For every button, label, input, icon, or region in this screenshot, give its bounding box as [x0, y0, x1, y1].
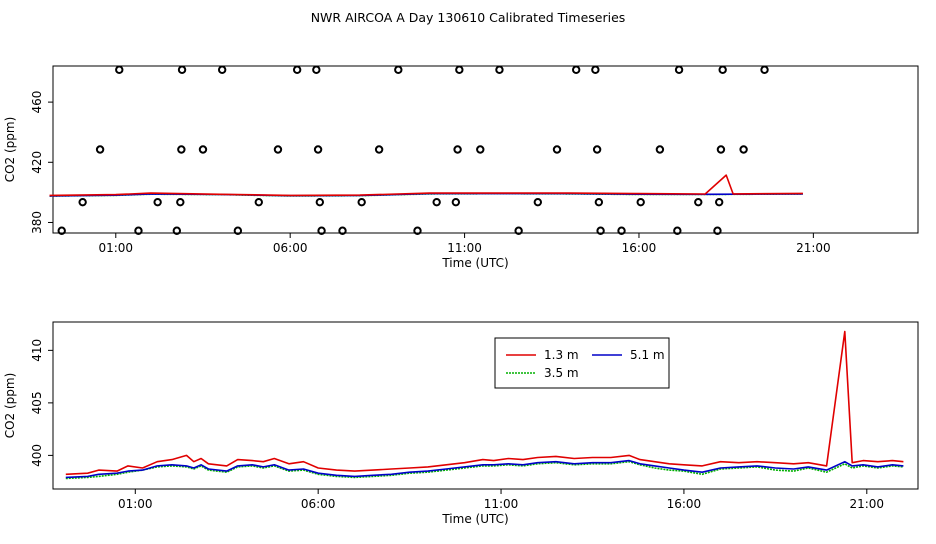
chart-title: NWR AIRCOA A Day 130610 Calibrated Times…: [311, 10, 626, 25]
legend-label: 1.3 m: [544, 348, 579, 362]
reference-point: [476, 145, 485, 154]
x-axis-title: Time (UTC): [441, 256, 508, 270]
reference-point: [177, 65, 187, 74]
top-panel: 01:00 06:00 11:00 16:00 21:00 380 420 460 Time (…: [3, 65, 919, 270]
reference-point: [198, 145, 208, 154]
reference-point: [514, 226, 523, 235]
reference-point: [617, 226, 626, 235]
reference-point: [571, 65, 581, 74]
reference-point: [451, 197, 461, 207]
x-axis-title: Time (UTC): [441, 512, 508, 526]
plot-frame: [52, 65, 919, 234]
y-tick-label: 405: [30, 391, 44, 414]
series-line-13: [65, 330, 904, 476]
legend-label: 3.5 m: [544, 366, 579, 380]
reference-point: [596, 226, 605, 235]
y-tick-label: 400: [30, 444, 44, 467]
series-line-51: [65, 459, 904, 479]
reference-point: [594, 197, 604, 207]
reference-point: [739, 145, 748, 154]
reference-point: [655, 145, 665, 154]
reference-point: [760, 65, 769, 74]
reference-point: [317, 226, 326, 235]
x-tick-label: 01:00: [118, 497, 153, 511]
reference-point: [313, 145, 323, 154]
legend: 1.3 m 3.5 m 5.1 m: [494, 337, 670, 389]
legend-box: [494, 337, 670, 389]
reference-point: [495, 65, 504, 74]
reference-point: [177, 145, 186, 154]
reference-point: [673, 226, 682, 235]
y-axis-title: CO2 (ppm): [3, 117, 17, 183]
reference-point: [115, 65, 124, 74]
reference-point: [312, 65, 321, 74]
reference-point: [413, 226, 422, 235]
reference-points: [57, 65, 769, 235]
x-tick-label: 21:00: [796, 241, 831, 255]
reference-point: [533, 197, 543, 207]
reference-point: [357, 197, 366, 207]
series-line-13: [49, 174, 803, 197]
reference-point: [172, 226, 182, 235]
reference-point: [338, 226, 347, 235]
reference-point: [315, 197, 325, 207]
plot-frame: [52, 321, 919, 490]
x-tick-label: 01:00: [98, 241, 133, 255]
reference-point: [394, 65, 403, 74]
reference-point: [432, 197, 441, 207]
series-line-35: [65, 460, 904, 480]
reference-point: [217, 65, 227, 74]
reference-point: [636, 197, 645, 207]
reference-point: [674, 65, 684, 74]
x-tick-label: 16:00: [622, 241, 657, 255]
reference-point: [592, 145, 602, 154]
reference-point: [453, 145, 462, 154]
x-tick-label: 16:00: [667, 497, 702, 511]
reference-point: [95, 145, 105, 154]
x-tick-label: 11:00: [447, 241, 482, 255]
reference-point: [78, 197, 87, 207]
reference-point: [455, 65, 464, 74]
reference-point: [134, 226, 143, 235]
reference-point: [716, 145, 726, 154]
reference-point: [254, 197, 263, 207]
reference-point: [552, 145, 562, 154]
reference-point: [153, 197, 162, 207]
reference-point: [713, 226, 722, 235]
x-tick-label: 21:00: [849, 497, 884, 511]
x-tick-label: 06:00: [273, 241, 308, 255]
y-tick-label: 420: [30, 151, 44, 174]
reference-point: [694, 197, 703, 207]
reference-point: [591, 65, 600, 74]
legend-label: 5.1 m: [630, 348, 665, 362]
y-axis-title: CO2 (ppm): [3, 373, 17, 439]
y-tick-label: 410: [30, 339, 44, 362]
reference-point: [374, 145, 384, 154]
reference-point: [176, 197, 185, 207]
y-tick-label: 460: [30, 91, 44, 114]
x-tick-label: 06:00: [301, 497, 336, 511]
reference-point: [273, 145, 283, 154]
reference-point: [233, 226, 243, 235]
reference-point: [718, 65, 727, 74]
bottom-panel: 01:00 06:00 11:00 16:00 21:00 400 405 410 Time (…: [3, 321, 919, 526]
reference-point: [57, 226, 66, 235]
y-tick-label: 380: [30, 211, 44, 234]
x-tick-label: 11:00: [484, 497, 519, 511]
reference-point: [714, 197, 724, 207]
reference-point: [292, 65, 302, 74]
